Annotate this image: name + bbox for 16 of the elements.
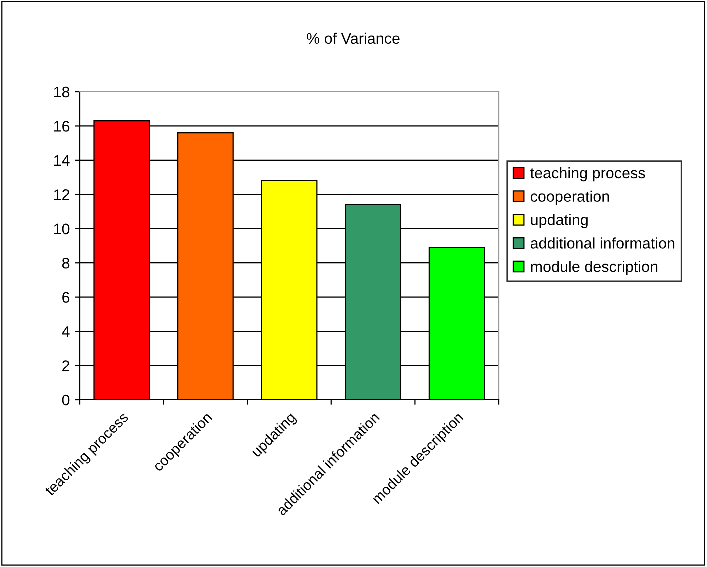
y-tick-label: 0 bbox=[62, 394, 70, 406]
y-tick-label: 4 bbox=[62, 326, 70, 338]
y-tick-label: 10 bbox=[54, 224, 70, 235]
legend-label: teaching process bbox=[530, 167, 646, 182]
legend-label: additional information bbox=[530, 238, 675, 249]
legend-label: updating bbox=[531, 214, 588, 228]
y-tick-label: 8 bbox=[62, 258, 70, 269]
y-tick-label: 12 bbox=[54, 190, 70, 200]
legend-label: module description bbox=[531, 261, 658, 276]
chart-title: % of Variance bbox=[307, 32, 400, 44]
y-tick-label: 14 bbox=[54, 155, 70, 166]
y-tick-label: 16 bbox=[54, 121, 70, 132]
y-tick-label: 18 bbox=[54, 86, 70, 98]
y-tick-label: 6 bbox=[62, 292, 70, 304]
y-tick-label: 2 bbox=[62, 360, 70, 372]
legend-label: cooperation bbox=[530, 190, 610, 206]
